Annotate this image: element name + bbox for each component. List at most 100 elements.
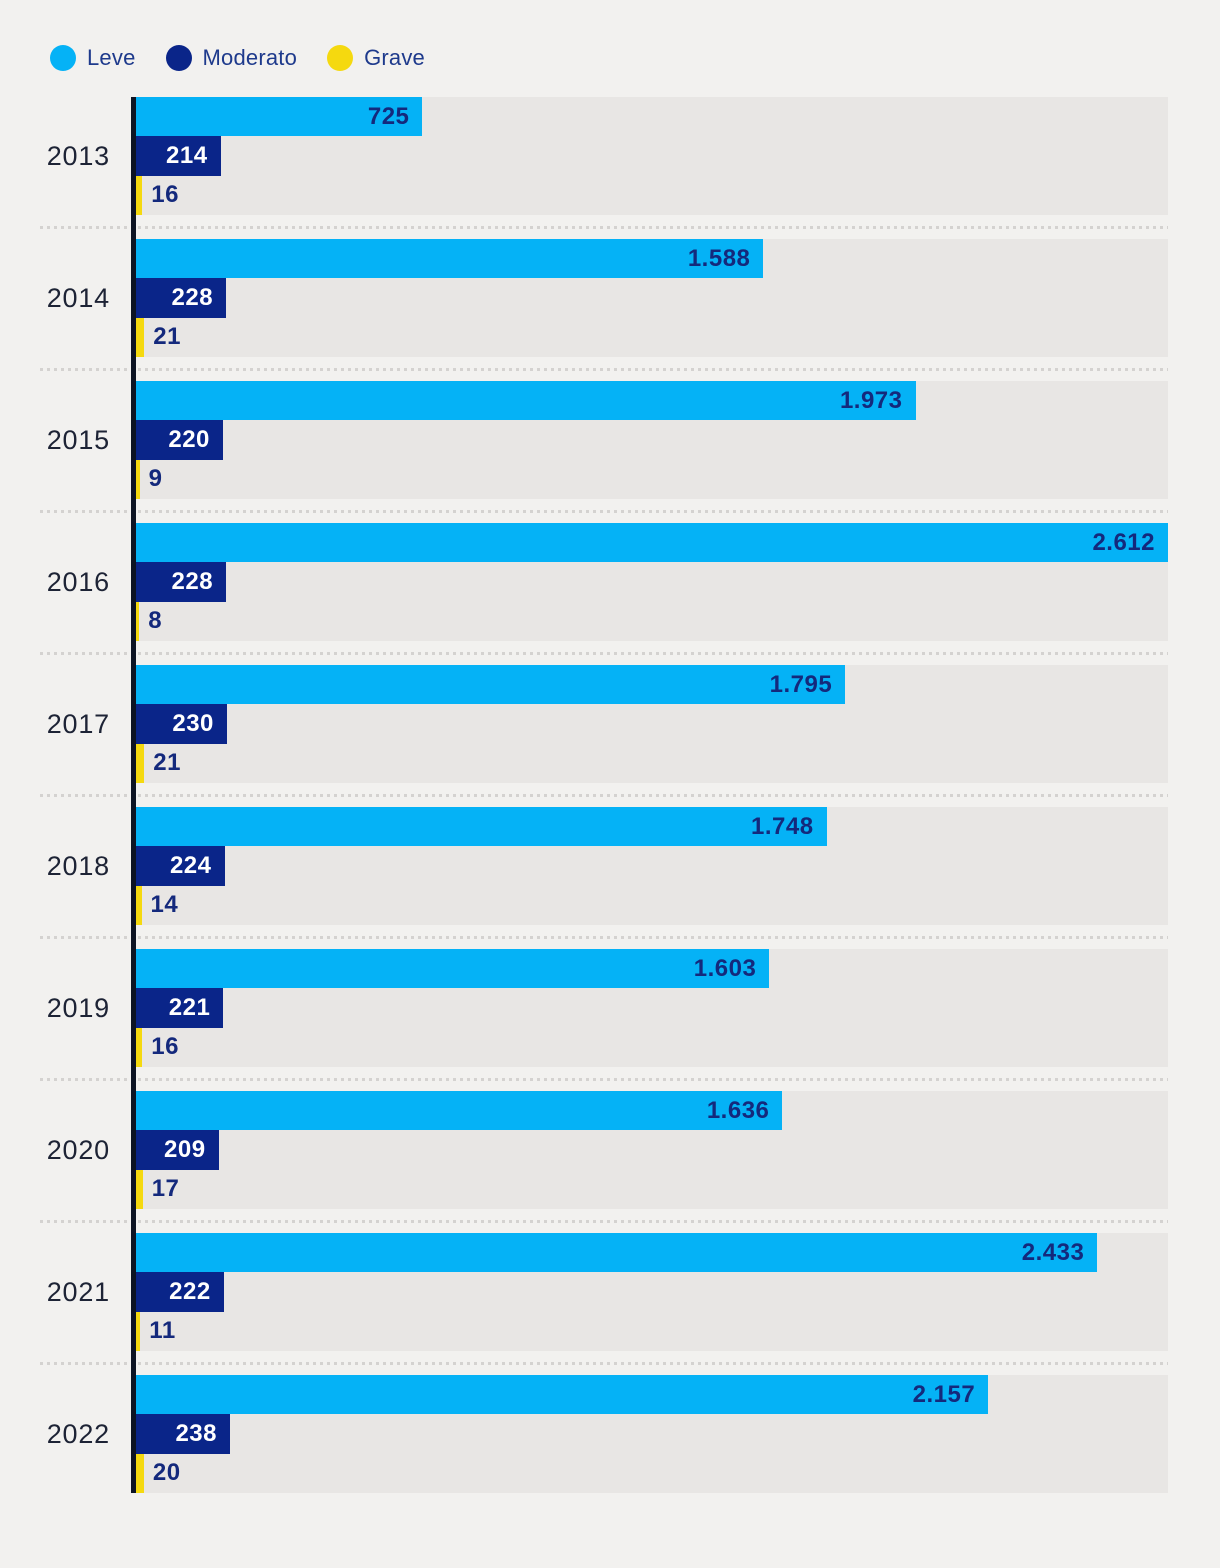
legend-item-grave: Grave bbox=[327, 45, 425, 71]
bar-track: 2.433 222 11 bbox=[131, 1233, 1168, 1351]
year-label: 2022 bbox=[46, 1418, 110, 1449]
bar-row-grave: 11 bbox=[131, 1311, 1168, 1351]
moderato-bar: 220 bbox=[136, 420, 223, 460]
bar-row-moderato: 214 bbox=[131, 136, 1168, 176]
bar-row-grave: 21 bbox=[131, 317, 1168, 357]
bar-row-moderato: 209 bbox=[131, 1130, 1168, 1170]
bar-row-grave: 16 bbox=[131, 1027, 1168, 1067]
value-label-grave: 21 bbox=[153, 749, 181, 777]
grave-bar bbox=[136, 885, 142, 925]
bar-row-moderato: 221 bbox=[131, 988, 1168, 1028]
value-label-moderato: 220 bbox=[168, 425, 210, 453]
grave-bar bbox=[136, 743, 145, 783]
bar-row-grave: 8 bbox=[131, 601, 1168, 641]
bar-row-grave: 17 bbox=[131, 1169, 1168, 1209]
leve-bar: 1.603 bbox=[136, 949, 770, 989]
year-label: 2015 bbox=[46, 424, 110, 455]
bar-track: 1.973 220 9 bbox=[131, 381, 1168, 499]
dotted-separator bbox=[40, 225, 1168, 229]
moderato-bar: 222 bbox=[136, 1272, 224, 1312]
value-label-moderato: 230 bbox=[172, 709, 214, 737]
value-label-grave: 17 bbox=[151, 1175, 180, 1203]
leve-bar: 1.795 bbox=[136, 665, 846, 705]
year-group-2016: 2016 2.612 228 8 bbox=[0, 523, 1220, 641]
bar-row-leve: 2.433 bbox=[131, 1233, 1168, 1273]
value-label-leve: 2.612 bbox=[1092, 528, 1155, 556]
bar-row-moderato: 230 bbox=[131, 704, 1168, 744]
bar-row-leve: 1.973 bbox=[131, 381, 1168, 421]
value-label-moderato: 214 bbox=[166, 141, 208, 169]
value-label-leve: 1.973 bbox=[839, 386, 903, 414]
bar-row-leve: 1.795 bbox=[131, 665, 1168, 705]
value-label-moderato: 228 bbox=[171, 567, 214, 595]
leve-bar: 2.157 bbox=[136, 1375, 989, 1415]
value-label-leve: 2.433 bbox=[1021, 1238, 1085, 1266]
year-group-2021: 2021 2.433 222 11 bbox=[0, 1233, 1220, 1351]
bar-track: 1.748 224 14 bbox=[131, 807, 1168, 925]
year-group-2014: 2014 1.588 228 21 bbox=[0, 239, 1220, 357]
value-label-moderato: 222 bbox=[169, 1277, 211, 1305]
leve-bar: 2.612 bbox=[136, 523, 1168, 563]
moderato-bar: 209 bbox=[136, 1130, 219, 1170]
year-label: 2020 bbox=[46, 1134, 110, 1165]
grave-bar bbox=[136, 1311, 141, 1351]
legend-item-moderato: Moderato bbox=[165, 45, 298, 71]
leve-bar: 1.636 bbox=[136, 1091, 783, 1131]
bar-row-leve: 1.603 bbox=[131, 949, 1168, 989]
legend-label-grave: Grave bbox=[364, 45, 425, 70]
bar-row-moderato: 224 bbox=[131, 846, 1168, 886]
value-label-leve: 1.636 bbox=[706, 1096, 770, 1124]
bar-track: 2.157 238 20 bbox=[131, 1375, 1168, 1493]
year-group-2022: 2022 2.157 238 20 bbox=[0, 1375, 1220, 1493]
grave-bar bbox=[136, 601, 140, 641]
value-label-grave: 16 bbox=[151, 181, 179, 209]
value-label-moderato: 221 bbox=[168, 993, 211, 1021]
bar-row-grave: 9 bbox=[131, 459, 1168, 499]
bar-track: 1.795 230 21 bbox=[131, 665, 1168, 783]
year-group-2017: 2017 1.795 230 21 bbox=[0, 665, 1220, 783]
axis-line bbox=[131, 97, 136, 1493]
value-label-grave: 11 bbox=[149, 1317, 176, 1345]
bar-row-moderato: 222 bbox=[131, 1272, 1168, 1312]
value-label-grave: 9 bbox=[148, 465, 163, 493]
value-label-leve: 1.795 bbox=[769, 670, 833, 698]
value-label-leve: 1.588 bbox=[687, 244, 751, 272]
grave-bar bbox=[136, 317, 145, 357]
moderato-bar: 238 bbox=[136, 1414, 230, 1454]
bar-row-leve: 2.157 bbox=[131, 1375, 1168, 1415]
grave-bar bbox=[136, 1169, 143, 1209]
grave-bar bbox=[136, 1453, 144, 1493]
dotted-separator bbox=[40, 509, 1168, 513]
leve-bar: 1.588 bbox=[136, 239, 764, 279]
year-label: 2017 bbox=[46, 708, 110, 739]
year-group-2018: 2018 1.748 224 14 bbox=[0, 807, 1220, 925]
dotted-separator bbox=[40, 651, 1168, 655]
dotted-separator bbox=[40, 935, 1168, 939]
value-label-grave: 8 bbox=[148, 607, 163, 635]
dotted-separator bbox=[40, 367, 1168, 371]
grave-bar bbox=[136, 175, 143, 215]
bar-track: 2.612 228 8 bbox=[131, 523, 1168, 641]
legend-item-leve: Leve bbox=[50, 45, 136, 71]
year-label: 2018 bbox=[46, 850, 110, 881]
bar-row-leve: 1.748 bbox=[131, 807, 1168, 847]
year-groups: 2013 725 214 16 2014 1.588 228 21 2015 1.973 220 9 2… bbox=[0, 97, 1220, 1493]
legend-label-moderato: Moderato bbox=[202, 45, 298, 70]
bar-row-moderato: 228 bbox=[131, 278, 1168, 318]
value-label-moderato: 238 bbox=[175, 1419, 217, 1447]
dotted-separator bbox=[40, 793, 1168, 797]
value-label-leve: 1.748 bbox=[751, 812, 814, 840]
year-group-2019: 2019 1.603 221 16 bbox=[0, 949, 1220, 1067]
year-label: 2013 bbox=[46, 140, 110, 171]
dotted-separator bbox=[40, 1361, 1168, 1365]
year-label: 2021 bbox=[46, 1276, 110, 1307]
bar-row-grave: 14 bbox=[131, 885, 1168, 925]
leve-bar: 725 bbox=[136, 97, 423, 137]
grave-dot-icon bbox=[327, 45, 354, 71]
bar-row-moderato: 220 bbox=[131, 420, 1168, 460]
grave-bar bbox=[136, 1027, 143, 1067]
value-label-leve: 2.157 bbox=[912, 1380, 976, 1408]
value-label-grave: 21 bbox=[153, 323, 181, 351]
bar-row-grave: 16 bbox=[131, 175, 1168, 215]
